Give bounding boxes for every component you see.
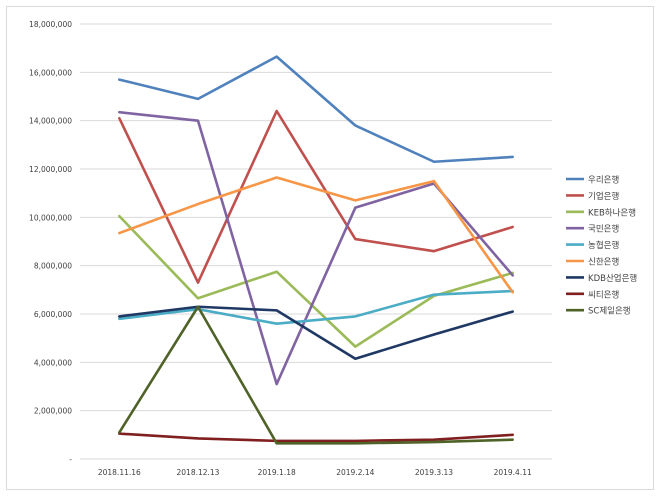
x-axis-ticks: 2018.11.16 2018.12.13 2019.1.18 2019.2.14 20… xyxy=(98,468,532,477)
legend-label: 국민은행 xyxy=(588,224,619,235)
legend-item: 신한은행 xyxy=(566,257,619,268)
series-line xyxy=(118,214,514,348)
y-tick-label: 12,000,000 xyxy=(29,165,72,174)
series-line xyxy=(118,176,514,294)
legend-item: KEB하나은행 xyxy=(566,207,636,218)
series-line xyxy=(118,432,514,443)
legend-label: 씨티은행 xyxy=(588,289,619,300)
chart-frame xyxy=(6,6,654,490)
legend-item: SC제일은행 xyxy=(566,306,631,317)
series-line xyxy=(118,109,514,284)
y-tick-label: 2,000,000 xyxy=(34,407,72,416)
y-tick-label: 16,000,000 xyxy=(29,68,72,77)
y-tick-label: 10,000,000 xyxy=(29,213,72,222)
series-line xyxy=(118,305,514,445)
x-tick-label: 2019.4.11 xyxy=(494,468,532,477)
y-tick-label: 14,000,000 xyxy=(29,117,72,126)
y-tick-label: 6,000,000 xyxy=(34,310,72,319)
y-tick-label: 18,000,000 xyxy=(29,20,72,29)
series-line xyxy=(118,55,514,164)
y-axis-ticks: - 2,000,000 4,000,000 6,000,000 8,000,000 10,… xyxy=(29,20,72,464)
legend-label: 신한은행 xyxy=(588,257,619,268)
legend-label: KDB산업은행 xyxy=(588,273,637,284)
legend-item: 국민은행 xyxy=(566,224,619,235)
legend-label: SC제일은행 xyxy=(588,306,631,317)
series-line xyxy=(118,289,514,325)
series-line xyxy=(118,110,514,386)
legend-item: 씨티은행 xyxy=(566,289,619,300)
legend-item: KDB산업은행 xyxy=(566,273,637,284)
x-tick-label: 2018.11.16 xyxy=(98,468,141,477)
y-tick-label: 8,000,000 xyxy=(34,262,72,271)
legend-item: 기업은행 xyxy=(566,191,619,202)
legend-item: 농협은행 xyxy=(566,240,619,251)
x-tick-label: 2019.2.14 xyxy=(336,468,374,477)
legend-label: 우리은행 xyxy=(588,175,619,186)
gridlines xyxy=(80,23,552,460)
x-tick-label: 2018.12.13 xyxy=(177,468,220,477)
x-tick-label: 2019.3.13 xyxy=(415,468,453,477)
legend-label: KEB하나은행 xyxy=(588,207,636,218)
legend-item: 우리은행 xyxy=(566,175,619,186)
y-tick-label: - xyxy=(69,455,72,464)
series-line xyxy=(118,305,514,361)
y-tick-label: 4,000,000 xyxy=(34,358,72,367)
legend-label: 기업은행 xyxy=(588,191,619,202)
x-tick-label: 2019.1.18 xyxy=(258,468,296,477)
legend-label: 농협은행 xyxy=(588,240,619,251)
series-lines xyxy=(118,55,514,445)
